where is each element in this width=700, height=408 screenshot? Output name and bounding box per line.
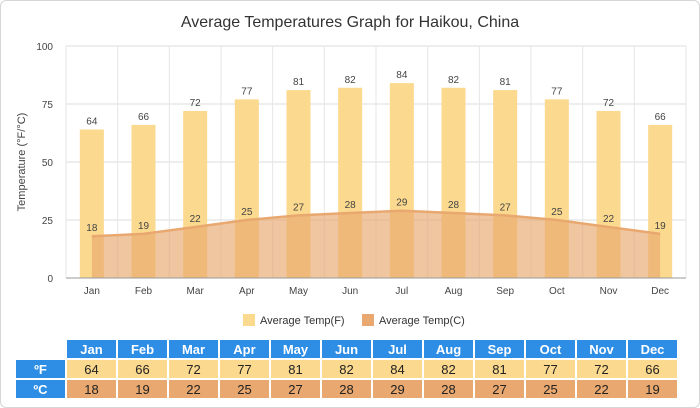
table-month-header: Jun — [322, 340, 371, 358]
table-cell-fahrenheit: 66 — [118, 360, 167, 378]
y-tick-label: 50 — [42, 158, 54, 169]
table-cell-celsius: 18 — [67, 380, 116, 398]
table-month-header: Jan — [67, 340, 116, 358]
bar-data-label: 66 — [138, 112, 150, 123]
table-cell-celsius: 25 — [220, 380, 269, 398]
table-cell-celsius: 28 — [322, 380, 371, 398]
bar-data-label: 72 — [603, 98, 615, 109]
x-tick-label: Jun — [342, 286, 358, 297]
x-tick-label: Nov — [600, 286, 618, 297]
table-cell-fahrenheit: 81 — [271, 360, 320, 378]
bar-data-label: 64 — [86, 117, 98, 128]
table-cell-fahrenheit: 72 — [577, 360, 626, 378]
x-tick-label: Sep — [496, 286, 514, 297]
table-month-header: Jul — [373, 340, 422, 358]
y-axis-title: Temperature (°F/°C) — [16, 113, 28, 212]
bar-data-label: 82 — [448, 75, 460, 86]
chart-title: Average Temperatures Graph for Haikou, C… — [181, 14, 519, 31]
bar-data-label: 72 — [190, 98, 202, 109]
table-month-header: Sep — [475, 340, 524, 358]
x-tick-label: Mar — [187, 286, 205, 297]
x-tick-label: Aug — [445, 286, 463, 297]
y-tick-label: 0 — [47, 274, 53, 285]
x-tick-label: May — [289, 286, 308, 297]
area-data-label: 19 — [655, 221, 667, 232]
table-cell-celsius: 27 — [475, 380, 524, 398]
temperature-table: Jan Feb Mar Apr May Jun Jul Aug Sep Oct Nov Dec ºF … — [14, 338, 679, 400]
y-tick-label: 100 — [36, 42, 53, 53]
area-data-label: 22 — [603, 214, 615, 225]
table-month-header: Aug — [424, 340, 473, 358]
legend: Average Temp(F) Average Temp(C) — [243, 314, 465, 327]
table-cell-fahrenheit: 77 — [220, 360, 269, 378]
table-month-header: Dec — [628, 340, 677, 358]
table-cell-fahrenheit: 72 — [169, 360, 218, 378]
x-tick-label: Apr — [239, 286, 255, 297]
table-header-row: Jan Feb Mar Apr May Jun Jul Aug Sep Oct Nov Dec — [16, 340, 677, 358]
x-tick-label: Dec — [651, 286, 669, 297]
table-cell-celsius: 22 — [577, 380, 626, 398]
legend-label: Average Temp(C) — [379, 315, 465, 327]
bar-data-label: 77 — [551, 86, 563, 97]
bar-data-label: 66 — [655, 112, 667, 123]
table-cell-fahrenheit: 82 — [424, 360, 473, 378]
area-data-label: 27 — [500, 202, 512, 213]
area-data-label: 18 — [86, 223, 98, 234]
area-data-label: 22 — [190, 214, 202, 225]
table-month-header: May — [271, 340, 320, 358]
x-tick-label: Feb — [135, 286, 153, 297]
table-month-header: Nov — [577, 340, 626, 358]
table-cell-fahrenheit: 82 — [322, 360, 371, 378]
y-tick-label: 75 — [42, 100, 54, 111]
table-cell-celsius: 25 — [526, 380, 575, 398]
area-fill-celsius — [91, 210, 661, 278]
axes: 0 25 50 75 100 Jan Feb Mar Apr May Jun Jul Aug Sep Oct… — [36, 42, 686, 297]
area-data-label: 25 — [241, 207, 253, 218]
table-cell-celsius: 22 — [169, 380, 218, 398]
table-cell-fahrenheit: 77 — [526, 360, 575, 378]
bar-data-label: 77 — [241, 86, 253, 97]
table-cell-fahrenheit: 64 — [67, 360, 116, 378]
legend-swatch — [243, 314, 255, 326]
area-data-label: 19 — [138, 221, 150, 232]
x-tick-label: Jul — [395, 286, 408, 297]
unit-celsius: ºC — [16, 380, 65, 398]
area-line-celsius — [91, 209, 661, 238]
bar-data-label: 82 — [345, 75, 357, 86]
bar-data-label: 81 — [500, 77, 512, 88]
data-labels: 64 66 72 77 81 82 84 82 81 77 72 66 18 19 22 25 27 28 29 28… — [86, 70, 666, 234]
table-row-fahrenheit: ºF 64 66 72 77 81 82 84 82 81 77 72 66 — [16, 360, 677, 378]
table-cell-celsius: 19 — [118, 380, 167, 398]
area-data-label: 25 — [551, 207, 563, 218]
table-cell-celsius: 28 — [424, 380, 473, 398]
table-month-header: Oct — [526, 340, 575, 358]
table-cell-celsius: 19 — [628, 380, 677, 398]
table-row-celsius: ºC 18 19 22 25 27 28 29 28 27 25 22 19 — [16, 380, 677, 398]
bar-data-label: 84 — [396, 70, 408, 81]
table-cell-celsius: 27 — [271, 380, 320, 398]
table-corner — [16, 340, 65, 358]
x-tick-label: Oct — [549, 286, 565, 297]
unit-fahrenheit: ºF — [16, 360, 65, 378]
legend-swatch — [362, 314, 374, 326]
table-month-header: Mar — [169, 340, 218, 358]
table-cell-fahrenheit: 84 — [373, 360, 422, 378]
legend-label: Average Temp(F) — [260, 315, 345, 327]
table-cell-celsius: 29 — [373, 380, 422, 398]
table-cell-fahrenheit: 81 — [475, 360, 524, 378]
y-tick-label: 25 — [42, 216, 54, 227]
area-data-label: 28 — [448, 200, 460, 211]
table-month-header: Apr — [220, 340, 269, 358]
x-tick-label: Jan — [84, 286, 100, 297]
area-data-label: 28 — [345, 200, 357, 211]
area-data-label: 29 — [396, 198, 408, 209]
table-cell-fahrenheit: 66 — [628, 360, 677, 378]
table-month-header: Feb — [118, 340, 167, 358]
area-series-celsius — [91, 209, 661, 278]
area-data-label: 27 — [293, 202, 305, 213]
bar-data-label: 81 — [293, 77, 305, 88]
